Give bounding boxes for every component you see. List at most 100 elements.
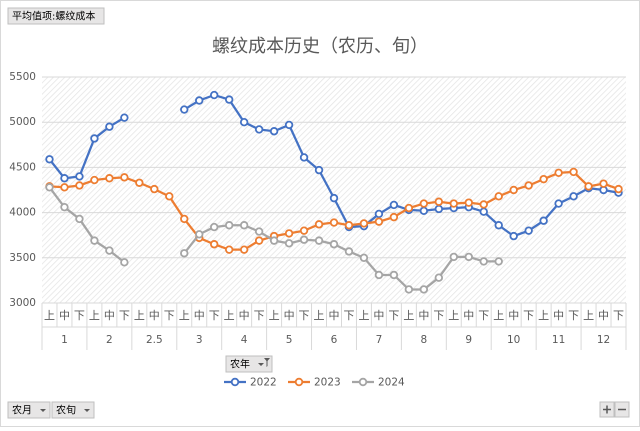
data-point	[239, 117, 249, 127]
data-point	[314, 165, 324, 175]
data-point	[284, 120, 294, 130]
x-tick-label: 上	[403, 309, 414, 322]
data-point	[45, 155, 54, 164]
value-field-label: 平均值项:螺纹成本	[12, 10, 95, 23]
data-point	[239, 245, 249, 254]
y-tick-label: 5500	[9, 71, 36, 83]
x-group-label: 8	[421, 334, 428, 346]
data-point	[464, 198, 473, 207]
data-point	[434, 197, 444, 206]
data-point	[449, 252, 458, 262]
x-group-label: 12	[597, 334, 610, 346]
x-tick-label: 上	[448, 309, 459, 322]
data-point	[60, 183, 69, 192]
x-tick-label: 下	[478, 309, 489, 322]
data-point	[539, 216, 548, 225]
data-point	[404, 285, 414, 294]
x-tick-label: 下	[568, 309, 579, 322]
data-point	[105, 246, 114, 255]
chart-title: 螺纹成本历史（农历、旬）	[212, 36, 428, 57]
data-point	[314, 220, 324, 229]
x-tick-label: 下	[523, 309, 534, 322]
axis-field-button[interactable]: 农月	[7, 401, 51, 419]
data-point	[224, 221, 234, 230]
data-point	[434, 204, 444, 214]
data-point	[419, 285, 429, 294]
data-point	[150, 184, 159, 194]
data-point	[539, 174, 548, 184]
x-tick-label: 中	[104, 309, 115, 322]
legend-label: 2024	[378, 377, 405, 389]
axis-field-label: 农月	[12, 404, 32, 417]
x-tick-label: 上	[134, 309, 145, 322]
data-point	[60, 202, 69, 212]
data-point	[210, 240, 219, 249]
y-tick-label: 3000	[9, 297, 36, 309]
x-tick-label: 中	[194, 309, 205, 322]
x-tick-label: 中	[284, 309, 295, 322]
axis-field-button[interactable]: 农旬	[51, 401, 95, 419]
data-point	[479, 207, 488, 216]
data-point	[329, 218, 339, 227]
x-tick-label: 下	[343, 309, 354, 322]
data-point	[329, 193, 339, 203]
data-point	[120, 113, 129, 122]
data-point	[254, 236, 264, 245]
x-tick-label: 上	[493, 309, 504, 322]
data-point	[135, 178, 144, 187]
x-tick-label: 中	[463, 309, 474, 322]
x-tick-label: 中	[329, 309, 340, 322]
x-tick-label: 上	[538, 309, 549, 322]
data-point	[284, 229, 294, 238]
data-point	[554, 168, 563, 178]
x-tick-label: 中	[149, 309, 160, 322]
data-point	[464, 252, 473, 262]
data-point	[284, 239, 294, 248]
data-point	[180, 214, 189, 224]
data-point	[105, 122, 114, 131]
data-point	[165, 192, 174, 201]
data-point	[314, 236, 324, 245]
data-point	[299, 226, 309, 235]
x-group-label: 11	[552, 334, 565, 346]
x-tick-label: 上	[179, 309, 190, 322]
data-point	[299, 153, 309, 162]
y-tick-label: 5000	[9, 116, 36, 128]
x-tick-label: 下	[254, 309, 265, 322]
data-point	[90, 175, 99, 185]
data-point	[374, 270, 384, 280]
data-point	[75, 181, 84, 190]
data-point	[479, 200, 488, 209]
data-point	[419, 206, 429, 215]
data-point	[389, 212, 399, 222]
data-point	[374, 217, 384, 226]
data-point	[254, 227, 264, 236]
collapse-button[interactable]	[614, 401, 630, 418]
x-group-label: 4	[241, 334, 248, 346]
legend-field-button[interactable]: 农年	[225, 355, 273, 373]
x-tick-label: 上	[44, 309, 55, 322]
data-point	[90, 236, 99, 245]
value-field-button[interactable]: 平均值项:螺纹成本	[7, 7, 105, 25]
legend-marker	[294, 377, 304, 387]
data-point	[524, 226, 533, 235]
x-tick-label: 下	[299, 309, 310, 322]
y-tick-label: 4000	[9, 207, 36, 219]
data-point	[269, 236, 279, 245]
x-tick-label: 下	[74, 309, 85, 322]
x-group-label: 3	[196, 334, 203, 346]
data-point	[479, 257, 488, 266]
x-tick-label: 下	[433, 309, 444, 322]
data-point	[494, 221, 503, 230]
x-tick-label: 下	[613, 309, 624, 322]
expand-button[interactable]	[599, 401, 615, 418]
y-tick-label: 3500	[9, 252, 36, 264]
data-point	[75, 214, 84, 224]
data-point	[374, 209, 384, 219]
x-tick-label: 中	[59, 309, 70, 322]
plot-area	[42, 77, 626, 303]
data-point	[434, 273, 444, 282]
data-point	[269, 127, 279, 136]
data-point	[389, 200, 399, 210]
